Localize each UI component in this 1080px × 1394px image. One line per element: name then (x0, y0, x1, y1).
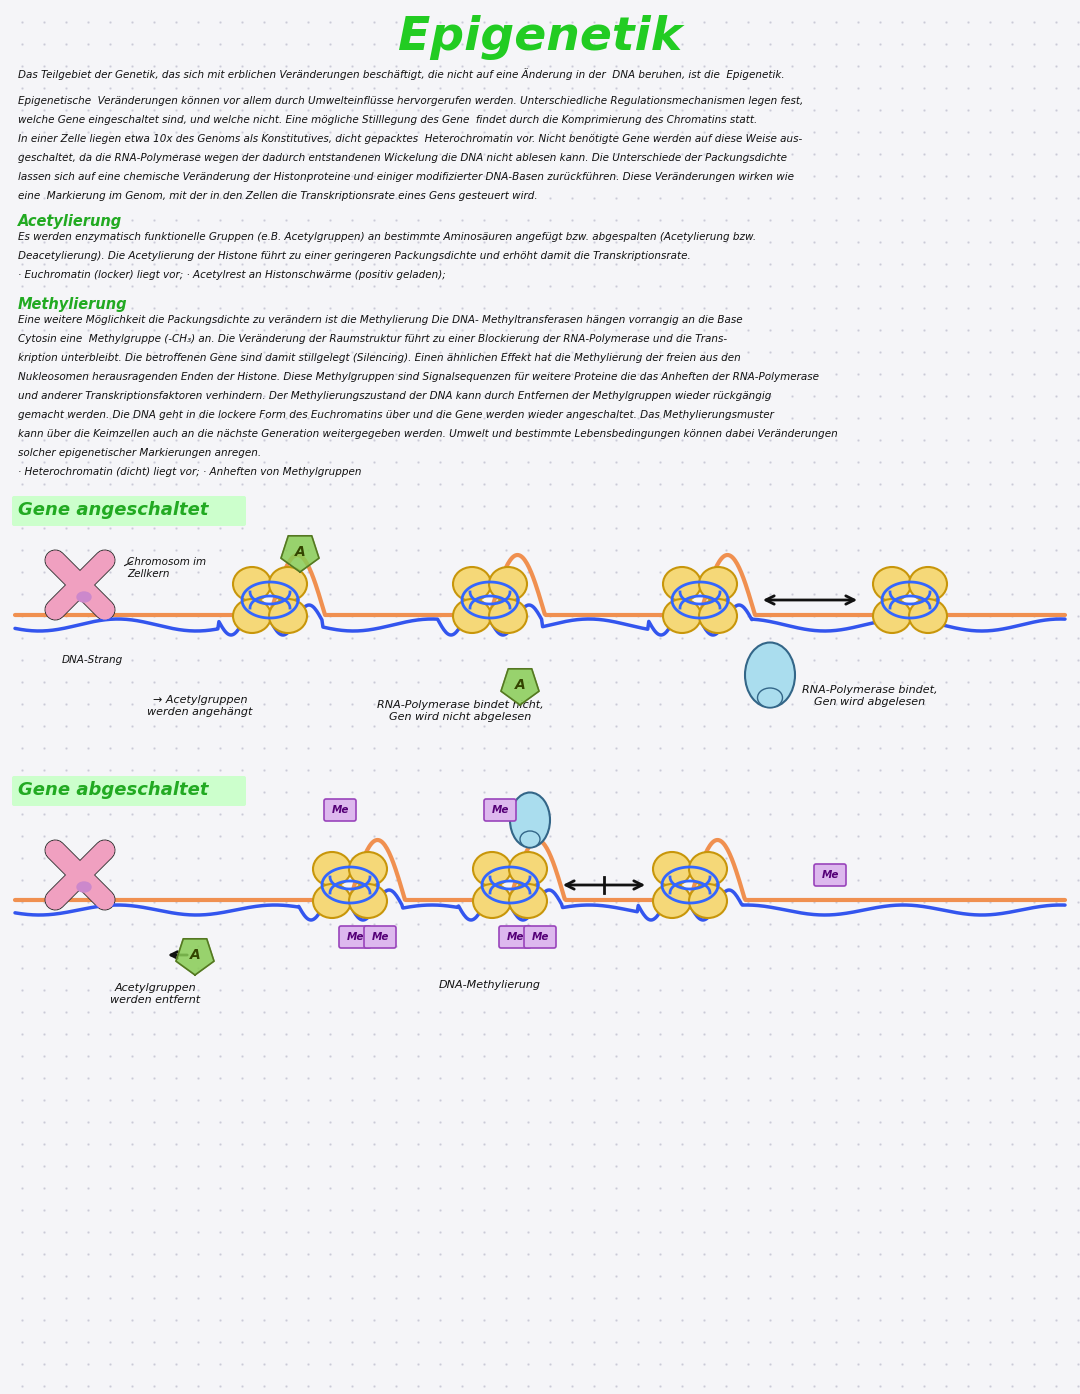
Text: Gene abgeschaltet: Gene abgeschaltet (18, 781, 208, 799)
Text: Epigenetik: Epigenetik (397, 15, 683, 60)
Text: DNA-Methylierung: DNA-Methylierung (438, 980, 541, 990)
Text: welche Gene eingeschaltet sind, und welche nicht. Eine mögliche Stilllegung des : welche Gene eingeschaltet sind, und welc… (18, 114, 757, 125)
Text: geschaltet, da die RNA-Polymerase wegen der dadurch entstandenen Wickelung die D: geschaltet, da die RNA-Polymerase wegen … (18, 153, 787, 163)
Ellipse shape (510, 793, 550, 848)
Ellipse shape (689, 852, 727, 887)
Ellipse shape (909, 567, 947, 601)
Ellipse shape (453, 567, 491, 601)
Text: Es werden enzymatisch funktionelle Gruppen (e.B. Acetylgruppen) an bestimmte Ami: Es werden enzymatisch funktionelle Grupp… (18, 231, 756, 243)
Ellipse shape (269, 567, 307, 601)
Text: Me: Me (531, 933, 549, 942)
FancyBboxPatch shape (524, 926, 556, 948)
Text: Me: Me (821, 870, 839, 880)
Text: Me: Me (507, 933, 524, 942)
Text: Nukleosomen herausragenden Enden der Histone. Diese Methylgruppen sind Signalseq: Nukleosomen herausragenden Enden der His… (18, 372, 819, 382)
FancyBboxPatch shape (499, 926, 531, 948)
Text: kann über die Keimzellen auch an die nächste Generation weitergegeben werden. Um: kann über die Keimzellen auch an die näc… (18, 429, 838, 439)
Text: Gene angeschaltet: Gene angeschaltet (18, 500, 208, 519)
Ellipse shape (453, 599, 491, 633)
Ellipse shape (873, 599, 912, 633)
Ellipse shape (689, 884, 727, 919)
FancyBboxPatch shape (484, 799, 516, 821)
Ellipse shape (699, 567, 737, 601)
Ellipse shape (233, 567, 271, 601)
Ellipse shape (349, 852, 387, 887)
Text: Das Teilgebiet der Genetik, das sich mit erblichen Veränderungen beschäftigt, di: Das Teilgebiet der Genetik, das sich mit… (18, 68, 785, 79)
Polygon shape (281, 535, 319, 572)
Text: RNA-Polymerase bindet nicht,
Gen wird nicht abgelesen: RNA-Polymerase bindet nicht, Gen wird ni… (377, 700, 543, 722)
Text: Epigenetische  Veränderungen können vor allem durch Umwelteinflüsse hervorgerufe: Epigenetische Veränderungen können vor a… (18, 96, 804, 106)
Ellipse shape (509, 852, 546, 887)
Ellipse shape (873, 567, 912, 601)
Text: Acetylierung: Acetylierung (18, 215, 122, 229)
Ellipse shape (653, 852, 691, 887)
Ellipse shape (745, 643, 795, 708)
Text: eine  Markierung im Genom, mit der in den Zellen die Transkriptionsrate eines Ge: eine Markierung im Genom, mit der in den… (18, 191, 538, 201)
FancyBboxPatch shape (12, 496, 246, 526)
Text: · Heterochromatin (dicht) liegt vor; · Anheften von Methylgruppen: · Heterochromatin (dicht) liegt vor; · A… (18, 467, 362, 477)
Text: Me: Me (332, 804, 349, 815)
Text: Eine weitere Möglichkeit die Packungsdichte zu verändern ist die Methylierung Di: Eine weitere Möglichkeit die Packungsdic… (18, 315, 743, 325)
Text: Me: Me (347, 933, 364, 942)
Ellipse shape (699, 599, 737, 633)
Ellipse shape (509, 884, 546, 919)
Text: RNA-Polymerase bindet,
Gen wird abgelesen: RNA-Polymerase bindet, Gen wird abgelese… (802, 684, 937, 707)
Ellipse shape (473, 884, 511, 919)
Ellipse shape (313, 884, 351, 919)
Polygon shape (501, 669, 539, 705)
FancyBboxPatch shape (339, 926, 372, 948)
FancyBboxPatch shape (12, 776, 246, 806)
Ellipse shape (313, 852, 351, 887)
Text: und anderer Transkriptionsfaktoren verhindern. Der Methylierungszustand der DNA : und anderer Transkriptionsfaktoren verhi… (18, 390, 771, 401)
Ellipse shape (269, 599, 307, 633)
FancyBboxPatch shape (324, 799, 356, 821)
Ellipse shape (473, 852, 511, 887)
Ellipse shape (757, 689, 783, 708)
Text: gemacht werden. Die DNA geht in die lockere Form des Euchromatins über und die G: gemacht werden. Die DNA geht in die lock… (18, 410, 774, 420)
Text: Me: Me (372, 933, 389, 942)
Text: kription unterbleibt. Die betroffenen Gene sind damit stillgelegt (Silencing). E: kription unterbleibt. Die betroffenen Ge… (18, 353, 741, 362)
Text: Acetylgruppen
werden entfernt: Acetylgruppen werden entfernt (110, 983, 200, 1005)
Ellipse shape (77, 882, 91, 892)
Ellipse shape (663, 599, 701, 633)
Text: In einer Zelle liegen etwa 10x des Genoms als Konstitutives, dicht gepacktes  He: In einer Zelle liegen etwa 10x des Genom… (18, 134, 802, 144)
Ellipse shape (909, 599, 947, 633)
Text: A: A (295, 545, 306, 559)
Ellipse shape (349, 884, 387, 919)
Text: · Euchromatin (locker) liegt vor; · Acetylrest an Histonschwärme (positiv gelade: · Euchromatin (locker) liegt vor; · Acet… (18, 270, 446, 280)
Ellipse shape (489, 567, 527, 601)
Text: A: A (515, 677, 525, 691)
Ellipse shape (77, 592, 91, 602)
FancyBboxPatch shape (364, 926, 396, 948)
Text: → Acetylgruppen
werden angehängt: → Acetylgruppen werden angehängt (147, 696, 253, 717)
Text: DNA-Strang: DNA-Strang (62, 655, 123, 665)
Text: Cytosin eine  Methylgruppe (-CH₃) an. Die Veränderung der Raumstruktur führt zu : Cytosin eine Methylgruppe (-CH₃) an. Die… (18, 335, 727, 344)
Ellipse shape (653, 884, 691, 919)
Text: lassen sich auf eine chemische Veränderung der Histonproteine und einiger modifi: lassen sich auf eine chemische Veränderu… (18, 171, 794, 183)
Ellipse shape (663, 567, 701, 601)
Ellipse shape (519, 831, 540, 848)
Ellipse shape (489, 599, 527, 633)
Text: Methylierung: Methylierung (18, 297, 127, 312)
Text: Chromosom im
Zellkern: Chromosom im Zellkern (127, 558, 206, 579)
Text: solcher epigenetischer Markierungen anregen.: solcher epigenetischer Markierungen anre… (18, 447, 261, 459)
Text: A: A (190, 948, 201, 962)
Ellipse shape (233, 599, 271, 633)
FancyBboxPatch shape (814, 864, 846, 887)
Text: Me: Me (491, 804, 509, 815)
Text: Deacetylierung). Die Acetylierung der Histone führt zu einer geringeren Packungs: Deacetylierung). Die Acetylierung der Hi… (18, 251, 691, 261)
Polygon shape (176, 938, 214, 974)
